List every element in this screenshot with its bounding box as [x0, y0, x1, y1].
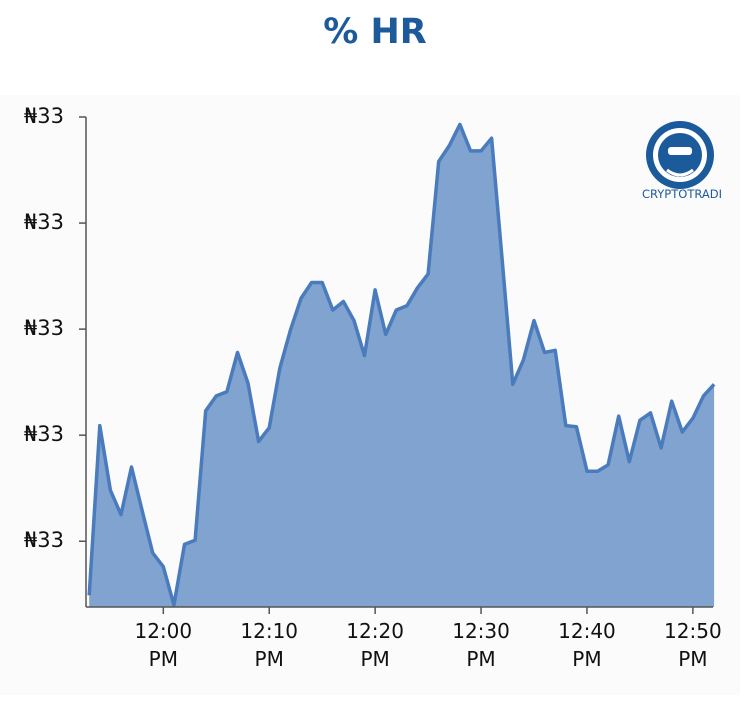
logo-smile — [666, 168, 694, 177]
line — [87, 122, 716, 607]
logo: CRYPTOTRADI — [642, 121, 722, 201]
y-tick-label: ₦33 — [24, 316, 64, 340]
y-tick-label: ₦33 — [24, 528, 64, 552]
area — [89, 124, 715, 608]
logo-glasses — [668, 147, 692, 155]
x-tick-label: 12:00 PM — [134, 619, 193, 671]
x-tick-label: 12:30 PM — [452, 619, 510, 671]
x-tick-label: 12:10 PM — [240, 619, 299, 671]
x-tick-label: 12:20 PM — [346, 619, 404, 671]
y-tick-label: ₦33 — [24, 210, 64, 234]
x-tick-label: 12:50 PM — [664, 619, 722, 671]
y-tick-label: ₦33 — [24, 422, 64, 446]
logo-text: CRYPTOTRADI — [642, 187, 722, 201]
chart-title: % HR — [323, 12, 427, 52]
x-tick-label: 12:40 PM — [558, 619, 616, 671]
y-tick-label: ₦33 — [24, 104, 64, 128]
